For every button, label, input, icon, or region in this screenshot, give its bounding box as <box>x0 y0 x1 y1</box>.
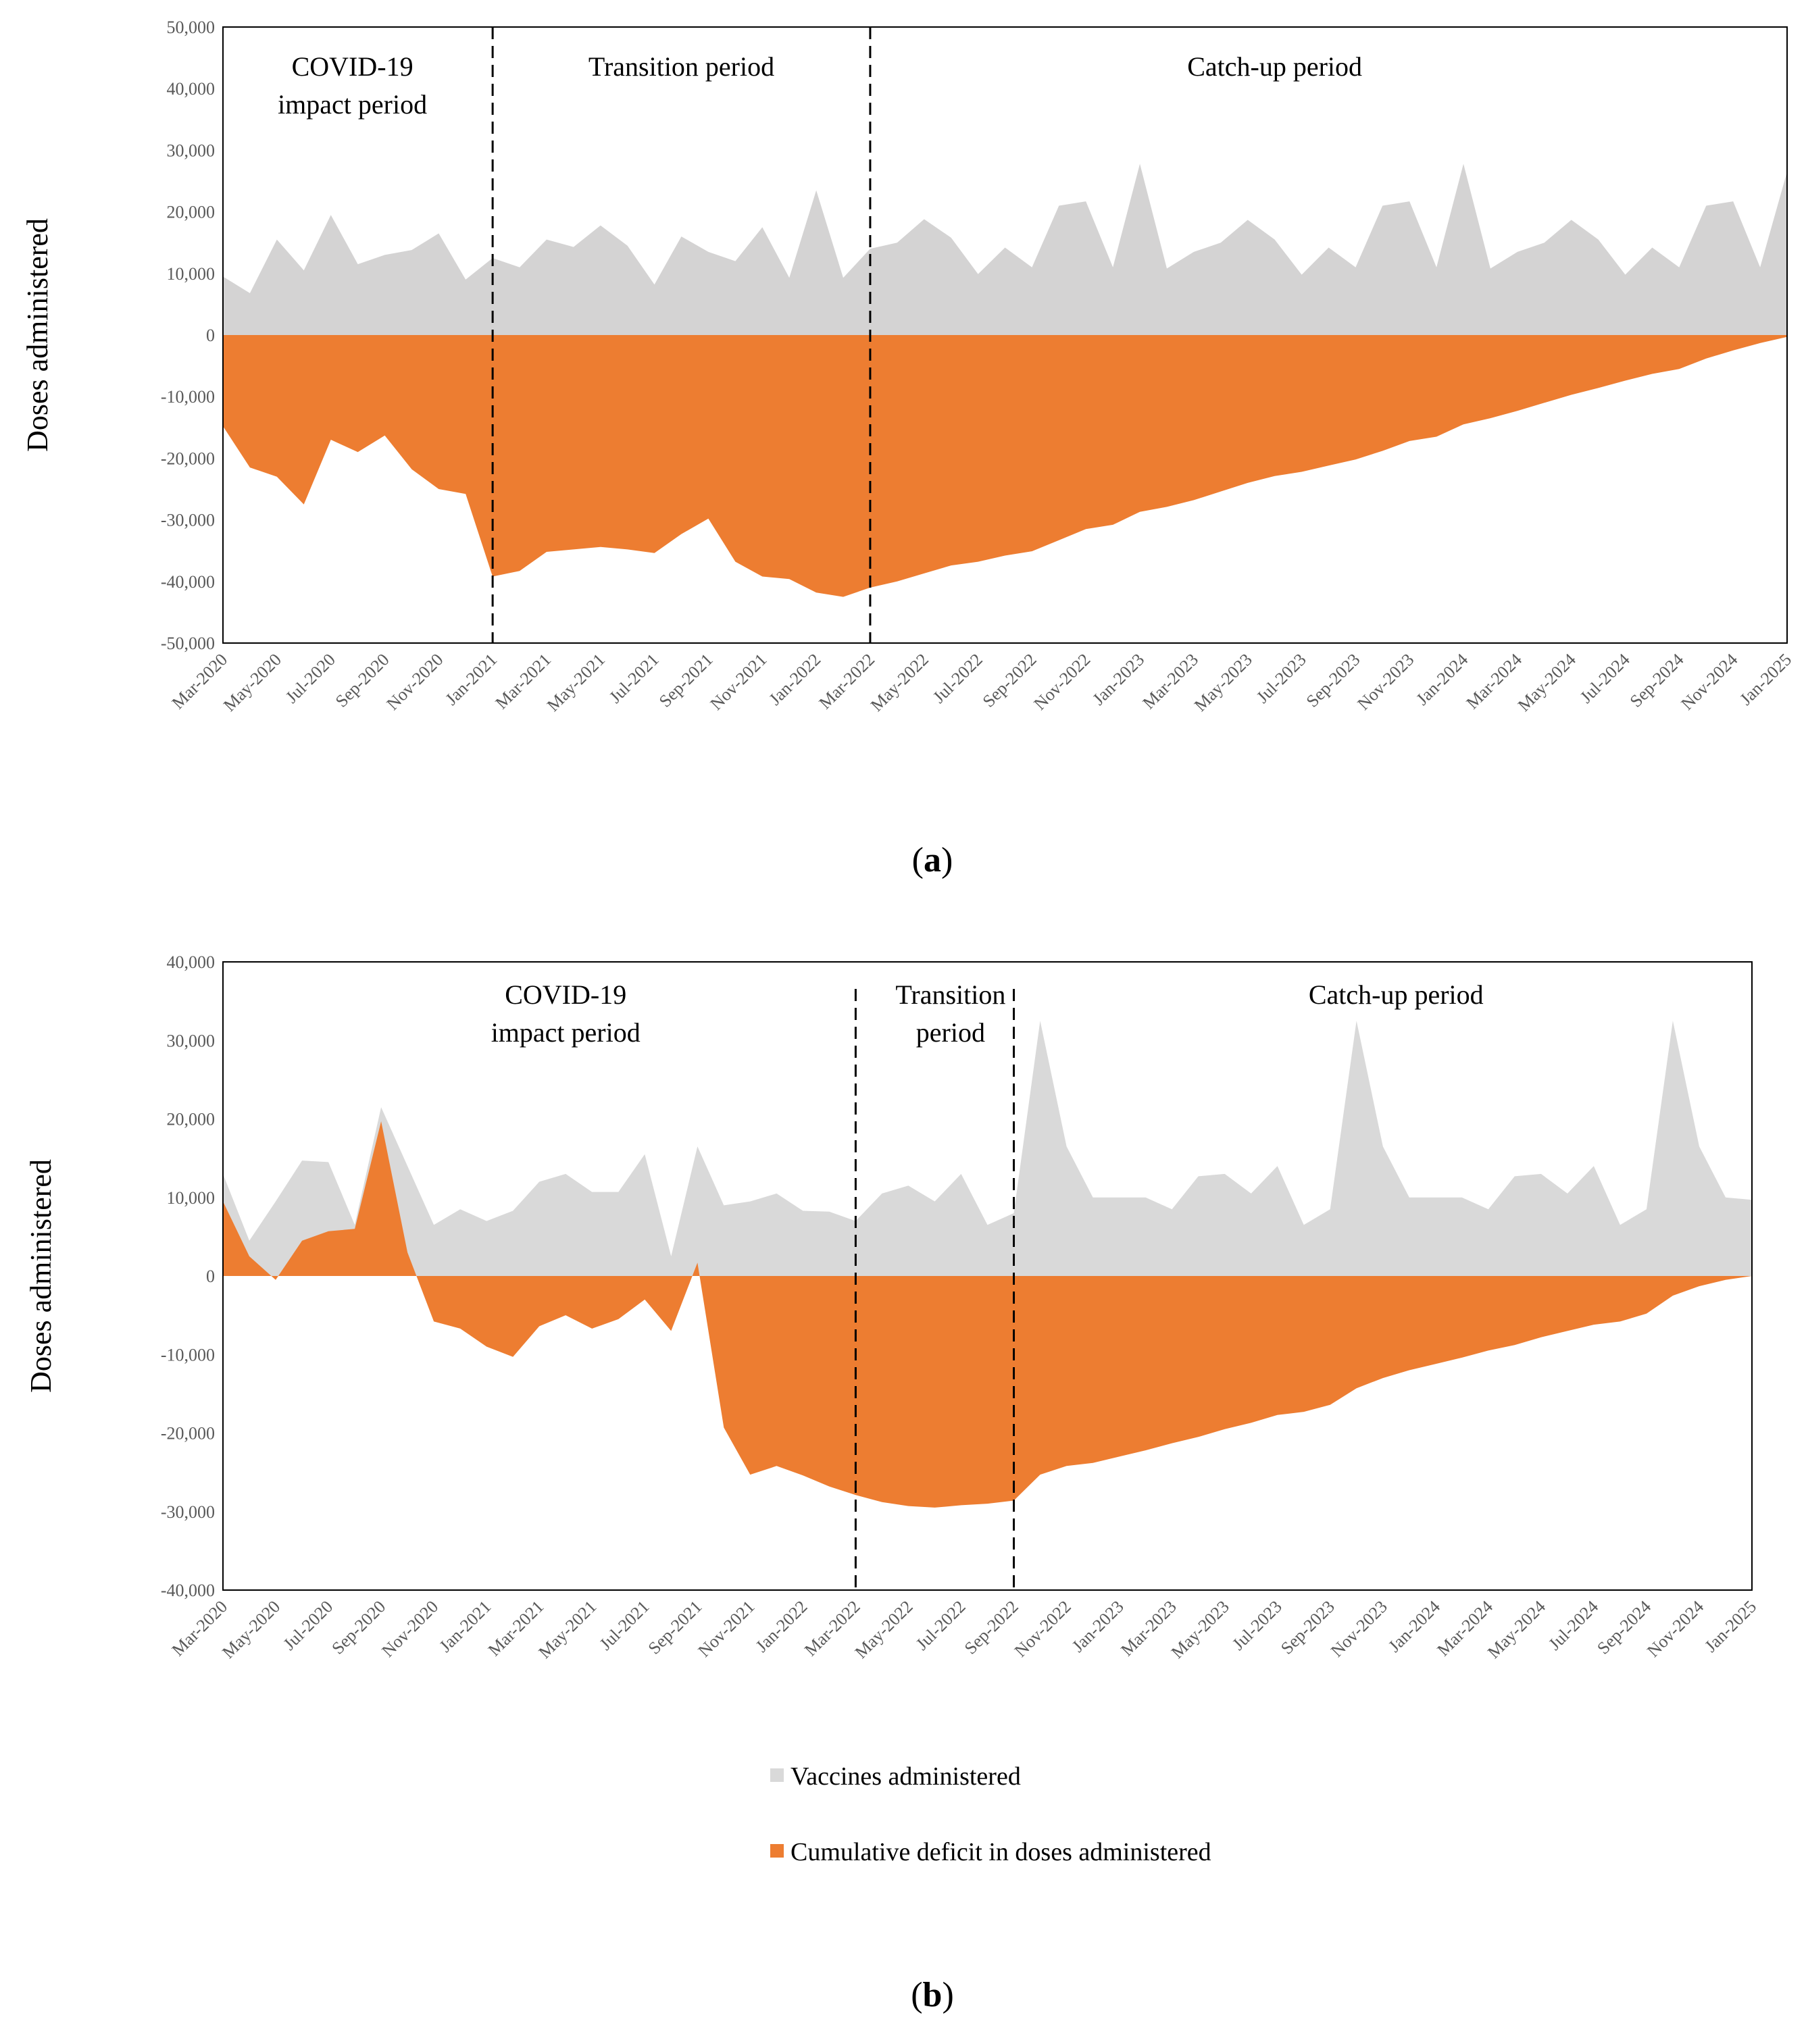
chart-a-xtick-label: May-2022 <box>867 650 932 715</box>
chart-a-xtick-label: May-2023 <box>1190 650 1256 715</box>
chart-b-caption-letter: b <box>923 1976 943 2014</box>
chart-a-x-axis: Mar-2020May-2020Jul-2020Sep-2020Nov-2020… <box>168 650 1796 715</box>
chart-b-xtick-label: Nov-2023 <box>1327 1597 1391 1661</box>
chart-a-xtick-label: Jul-2023 <box>1253 650 1310 707</box>
legend: Vaccines administered Cumulative deficit… <box>770 1762 1211 1866</box>
chart-a-vaccines-area <box>223 163 1787 335</box>
chart-a-ytick-label: 20,000 <box>167 203 216 222</box>
chart-a-plot-frame <box>222 26 1788 644</box>
chart-b-caption: (b) <box>911 1976 954 2014</box>
chart-b-ytick-label: 30,000 <box>167 1031 216 1050</box>
chart-b-period-annotation-line: Transition <box>895 979 1005 1010</box>
chart-a-ytick-label: 10,000 <box>167 264 216 284</box>
chart-b-xtick-label: Nov-2021 <box>695 1597 759 1661</box>
chart-a-ytick-label: -20,000 <box>161 449 215 468</box>
chart-b-xtick-label: Jul-2024 <box>1545 1597 1602 1654</box>
chart-b-period-annotations: COVID-19 impact period Transition period Cat… <box>491 979 1484 1048</box>
chart-b-xtick-label: Jul-2022 <box>912 1597 970 1654</box>
chart-a-caption: (a) <box>912 841 953 879</box>
chart-b-ytick-label: -40,000 <box>161 1581 215 1600</box>
chart-a: -50,000 -40,000 -30,000 -20,000 -10,000 0 10,0… <box>21 18 1795 879</box>
chart-a-xtick-label: May-2024 <box>1514 650 1580 715</box>
chart-b-xtick-label: May-2021 <box>534 1597 600 1662</box>
chart-a-xtick-label: Jul-2020 <box>282 650 339 707</box>
chart-b-xtick-label: May-2023 <box>1168 1597 1233 1662</box>
chart-a-xtick-label: Nov-2024 <box>1677 650 1741 714</box>
chart-b-xtick-label: Nov-2022 <box>1011 1597 1075 1661</box>
chart-b-vaccines-area <box>223 1021 1752 1276</box>
chart-b-xtick-label: Jul-2020 <box>279 1597 336 1654</box>
legend-label-vaccines: Vaccines administered <box>791 1762 1021 1791</box>
chart-b-ytick-label: 40,000 <box>167 952 216 972</box>
chart-a-period-annotation: Catch-up period <box>1187 51 1362 82</box>
chart-a-ytick-label: -10,000 <box>161 387 215 407</box>
chart-b-period-annotation-line: impact period <box>491 1017 641 1048</box>
legend-swatch-deficit <box>770 1844 784 1858</box>
chart-a-period-annotations: COVID-19 impact period Transition period Ca… <box>278 51 1362 120</box>
chart-a-xtick-label: May-2021 <box>543 650 609 715</box>
chart-a-xtick-label: Jul-2024 <box>1576 650 1634 707</box>
chart-a-period-annotation-line: Transition period <box>588 51 774 82</box>
chart-a-xtick-label: Nov-2023 <box>1353 650 1418 714</box>
chart-b-xtick-label: May-2020 <box>218 1597 284 1662</box>
chart-a-period-annotation-line: COVID-19 <box>292 51 413 82</box>
chart-a-ytick-label: 30,000 <box>167 140 216 160</box>
chart-a-period-annotation: COVID-19 impact period <box>278 51 427 120</box>
chart-b-ytick-label: -30,000 <box>161 1502 215 1522</box>
chart-b-period-dividers <box>854 989 1015 1590</box>
chart-b-xtick-label: May-2022 <box>851 1597 917 1662</box>
chart-a-xtick-label: Nov-2020 <box>382 650 447 714</box>
chart-b-period-annotation-line: period <box>916 1017 985 1048</box>
chart-b-deficit-area <box>223 1121 1752 1508</box>
legend-swatch-vaccines <box>770 1768 784 1782</box>
chart-a-ytick-label: -40,000 <box>161 572 215 592</box>
chart-b-ytick-label: -10,000 <box>161 1345 215 1364</box>
chart-b-period-annotation: Catch-up period <box>1309 979 1484 1010</box>
chart-a-period-annotation-line: impact period <box>278 89 427 120</box>
chart-b-ytick-label: -20,000 <box>161 1424 215 1443</box>
chart-a-xtick-label: Nov-2021 <box>706 650 770 714</box>
chart-a-ytick-label: -30,000 <box>161 511 215 530</box>
chart-a-xtick-label: Jan-2025 <box>1736 650 1795 709</box>
chart-b-xtick-label: Jan-2025 <box>1701 1597 1760 1656</box>
chart-a-xtick-label: Jul-2022 <box>929 650 986 707</box>
chart-a-ytick-label: 0 <box>206 326 215 345</box>
chart-a-ytick-label: -50,000 <box>161 634 215 653</box>
chart-a-period-dividers <box>491 27 872 643</box>
chart-a-period-annotation: Transition period <box>588 51 774 82</box>
chart-b-y-axis-label: Doses administered <box>24 1159 57 1393</box>
legend-label-deficit: Cumulative deficit in doses administered <box>791 1838 1211 1866</box>
chart-b-xtick-label: Jul-2021 <box>596 1597 653 1654</box>
chart-b-ytick-label: 20,000 <box>167 1110 216 1129</box>
chart-a-y-axis-label: Doses administered <box>21 218 54 452</box>
chart-a-caption-letter: a <box>924 841 941 879</box>
chart-a-xtick-label: May-2020 <box>220 650 285 715</box>
chart-b-plot-frame <box>222 961 1753 1591</box>
chart-a-xtick-label: Jul-2021 <box>605 650 663 707</box>
chart-b-x-axis: Mar-2020May-2020Jul-2020Sep-2020Nov-2020… <box>168 1597 1761 1662</box>
chart-b-xtick-label: May-2024 <box>1484 1597 1549 1662</box>
chart-a-ytick-label: 50,000 <box>167 18 216 37</box>
chart-a-ytick-label: 40,000 <box>167 79 216 99</box>
chart-a-xtick-label: Nov-2022 <box>1030 650 1094 714</box>
chart-a-deficit-area <box>223 335 1787 597</box>
chart-a-period-annotation-line: Catch-up period <box>1187 51 1362 82</box>
chart-b-period-annotation-line: Catch-up period <box>1309 979 1484 1010</box>
chart-b-xtick-label: Jul-2023 <box>1228 1597 1286 1654</box>
chart-b-ytick-label: 10,000 <box>167 1188 216 1208</box>
chart-b-xtick-label: Nov-2020 <box>378 1597 442 1661</box>
chart-b-ytick-label: 0 <box>206 1267 215 1286</box>
chart-b-period-annotation-line: COVID-19 <box>505 979 626 1010</box>
chart-b-xtick-label: Nov-2024 <box>1643 1597 1707 1661</box>
chart-b-period-annotation: COVID-19 impact period <box>491 979 641 1048</box>
chart-b-period-annotation: Transition period <box>895 979 1005 1048</box>
